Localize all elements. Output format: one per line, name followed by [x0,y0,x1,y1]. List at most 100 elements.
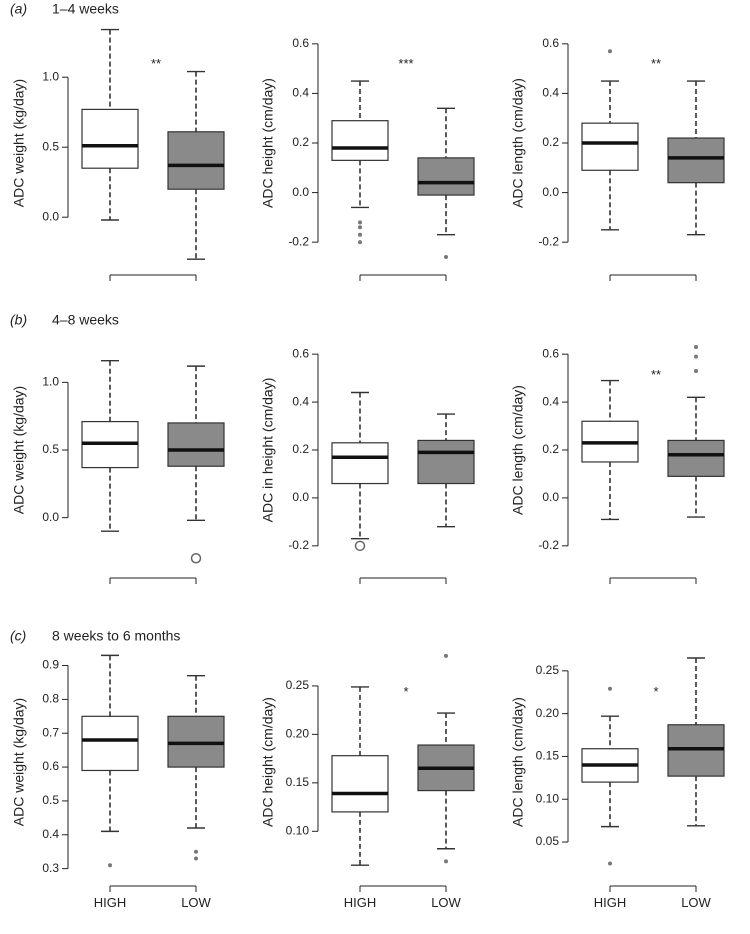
y-tick-label: 0.0 [292,490,309,504]
y-axis-label: ADC weight (kg/day) [11,386,27,514]
row-label: (a) [10,1,27,17]
outlier-point [444,255,448,260]
box-iqr [417,439,475,485]
y-tick-label: -0.2 [288,234,309,248]
outlier-point [194,849,198,854]
y-tick-label: 0.2 [292,442,309,456]
row-label: (b) [10,312,27,328]
box-high [581,49,639,231]
y-tick-label: 0.2 [542,442,559,456]
significance-marker: ** [651,56,661,71]
y-tick-label: 0.2 [542,135,559,149]
box-low [667,80,725,236]
outlier-point [444,653,448,658]
y-tick-label: 0.5 [42,139,59,153]
y-tick-label: 0.25 [536,663,560,677]
y-tick-label: 1.0 [42,375,59,389]
box-high [581,686,639,866]
y-tick-label: 0.20 [286,727,310,741]
y-tick-label: 0.2 [292,135,309,149]
outlier-point [358,240,362,245]
box-high [581,379,639,521]
y-axis-label: ADC weight (kg/day) [11,698,27,826]
box-iqr [331,120,389,161]
row-label: (c) [10,628,26,644]
box-low [167,674,225,861]
y-axis-label: ADC weight (kg/day) [11,79,27,207]
panel: 0.05 0.10 0.15 0.20 0.25 ADC length (cm/day) H… [510,657,725,910]
y-tick-label: 0.05 [536,834,560,848]
y-tick-label: -0.2 [538,234,559,248]
box-iqr [667,439,725,477]
box-high [81,654,139,868]
panel: (c) 8 weeks to 6 months 0.3 0.4 0.5 0.6 0.7 0.8… [10,628,225,910]
outlier-point [108,863,112,868]
y-tick-label: 0.6 [292,346,309,360]
y-tick-label: 0.8 [42,692,59,706]
y-tick-label: 0.4 [542,394,559,408]
box-iqr [331,755,389,813]
row-title: 8 weeks to 6 months [52,628,180,644]
y-axis-label: ADC height (cm/day) [260,697,276,827]
box-high [81,360,139,532]
y-tick-label: 0.6 [292,36,309,50]
significance-marker: ** [151,56,161,71]
y-tick-label: 0.0 [542,490,559,504]
y-tick-label: 0.4 [292,394,309,408]
y-tick-label: 0.10 [286,823,310,837]
outlier-point [694,368,698,373]
outlier-point [608,49,612,54]
outlier-point [358,225,362,230]
panel: -0.2 0.0 0.2 0.4 0.6 ADC height (cm/day) *** [260,36,475,281]
y-tick-label: 1.0 [42,69,59,83]
panel: -0.2 0.0 0.2 0.4 0.6 ADC length (cm/day) ** [510,36,725,281]
significance-marker: *** [398,56,413,71]
y-tick-label: 0.3 [42,861,59,875]
y-tick-label: -0.2 [288,538,309,552]
y-tick-label: 0.15 [286,775,310,789]
box-low [167,70,225,260]
y-tick-label: 0.0 [542,185,559,199]
x-tick-label: HIGH [594,895,627,910]
y-tick-label: 0.15 [536,749,560,763]
y-tick-label: 0.10 [536,791,560,805]
y-tick-label: 0.6 [42,759,59,773]
x-tick-label: HIGH [94,895,127,910]
y-axis-label: ADC length (cm/day) [510,385,526,515]
box-high [81,28,139,221]
y-tick-label: 0.7 [42,725,59,739]
box-low [167,365,225,564]
outlier-point [608,686,612,691]
row-title: 1–4 weeks [52,1,119,17]
box-iqr [331,442,389,485]
panel: -0.2 0.0 0.2 0.4 0.6 ADC length (cm/day) ** [510,344,725,584]
x-tick-label: LOW [681,895,711,910]
y-tick-label: 0.0 [42,510,59,524]
y-tick-label: 0.6 [542,346,559,360]
box-iqr [581,122,639,171]
row-title: 4–8 weeks [52,312,119,328]
box-low [417,653,475,864]
panel: (b) 4–8 weeks 0.0 0.5 1.0 ADC weight (kg/day) [10,312,225,584]
box-low [667,344,725,518]
significance-marker: * [403,684,408,699]
outlier-point [444,859,448,864]
outlier-point [358,232,362,237]
panel: -0.2 0.0 0.2 0.4 0.6 ADC in height (cm/day) [260,346,475,584]
x-tick-label: HIGH [344,895,377,910]
y-tick-label: 0.6 [542,36,559,50]
y-tick-label: 0.5 [42,793,59,807]
panel: (a) 1–4 weeks 0.0 0.5 1.0 ADC weight (kg/day)… [10,1,225,281]
box-iqr [417,157,475,196]
y-tick-label: 0.20 [536,706,560,720]
panel: 0.10 0.15 0.20 0.25 ADC height (cm/day) HIGH L… [260,653,475,910]
y-tick-label: 0.5 [42,442,59,456]
box-iqr [167,131,225,190]
box-low [417,413,475,528]
y-axis-label: ADC length (cm/day) [510,78,526,208]
outlier-point [358,220,362,225]
x-tick-label: LOW [431,895,461,910]
box-high [331,686,389,866]
y-axis-label: ADC length (cm/day) [510,697,526,827]
